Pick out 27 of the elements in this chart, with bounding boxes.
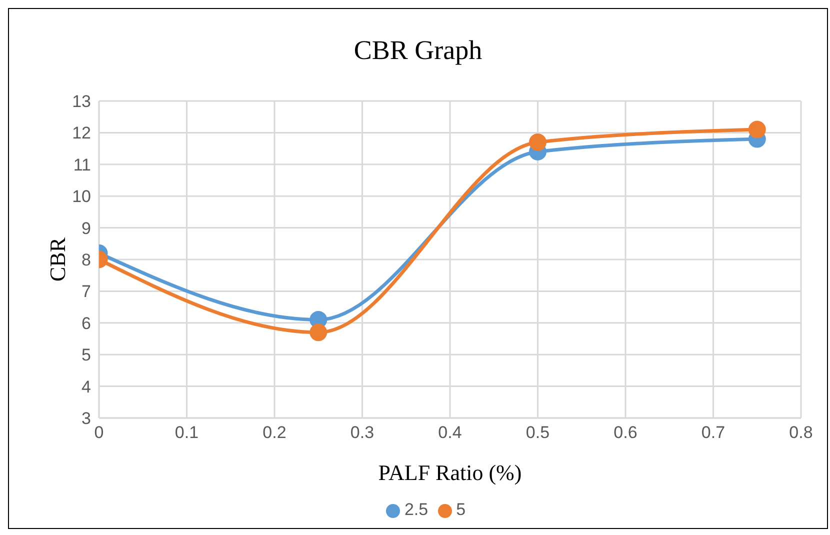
x-tick-label: 0: [94, 423, 104, 442]
legend-label: 2.5: [404, 500, 428, 519]
x-tick-label: 0.7: [701, 423, 726, 442]
y-tick-label: 7: [82, 282, 91, 302]
x-tick-label: 0.2: [262, 423, 286, 442]
y-axis-title: CBR: [44, 237, 70, 282]
y-tick-label: 11: [73, 155, 91, 174]
y-tick-label: 13: [72, 92, 91, 112]
y-tick-label: 12: [72, 124, 91, 143]
x-tick-label: 0.5: [526, 423, 550, 442]
point: [529, 133, 546, 151]
y-tick-label: 5: [82, 346, 91, 365]
y-tick-label: 4: [82, 377, 91, 396]
y-tick-label: 3: [82, 409, 91, 428]
legend-label: 5: [456, 500, 466, 519]
chart-title: CBR Graph: [352, 35, 484, 66]
x-tick-label: 0.4: [438, 423, 462, 442]
point: [748, 120, 766, 138]
x-tick-label: 0.8: [789, 423, 813, 442]
y-tick-label: 8: [82, 250, 91, 270]
x-tick-label: 0.3: [350, 423, 374, 442]
x-tick-label: 0.6: [614, 423, 638, 442]
x-axis-title: PALF Ratio (%): [378, 460, 522, 485]
y-tick-label: 6: [82, 314, 91, 333]
x-tick-label: 0.1: [174, 423, 199, 442]
y-tick-label: 9: [82, 218, 91, 238]
y-tick-label: 10: [72, 187, 91, 206]
